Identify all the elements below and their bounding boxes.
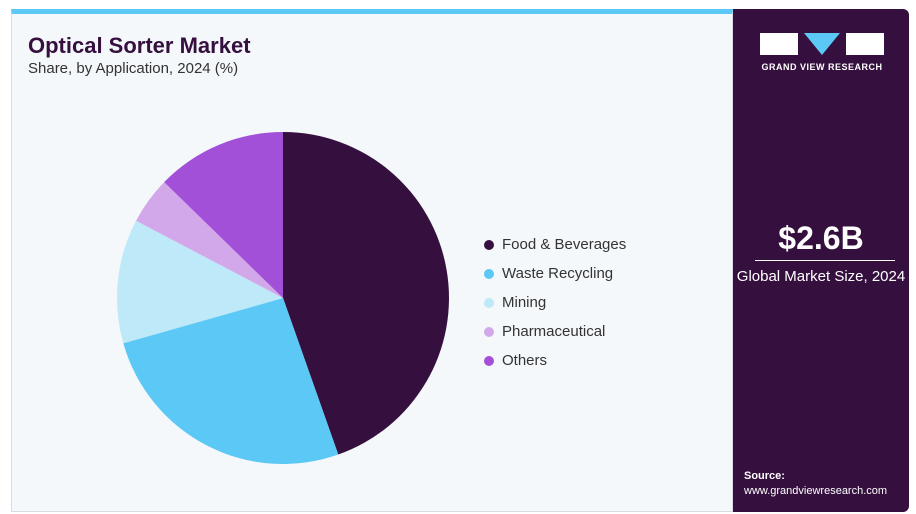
legend-dot-icon bbox=[484, 326, 494, 337]
pie-slice-waste-recycling bbox=[123, 298, 339, 464]
gvr-logo-icon bbox=[760, 33, 884, 55]
divider bbox=[755, 260, 895, 261]
market-size: $2.6B bbox=[778, 220, 864, 256]
brand-name: GRAND VIEW RESEARCH bbox=[761, 62, 883, 72]
pie-slice-pharmaceutical bbox=[136, 182, 283, 298]
legend-item: Waste Recycling bbox=[484, 259, 626, 288]
legend-dot-icon bbox=[484, 268, 494, 279]
legend-label: Waste Recycling bbox=[502, 265, 614, 282]
legend-item: Mining bbox=[484, 288, 626, 317]
pie-slice-food-beverages bbox=[283, 132, 449, 455]
legend-label: Others bbox=[502, 352, 548, 369]
chart-subtitle: Share, by Application, 2024 (%) bbox=[28, 60, 239, 77]
legend-dot-icon bbox=[484, 355, 494, 366]
legend-item: Others bbox=[484, 346, 626, 375]
legend: Food & Beverages Waste Recycling Mining Pha… bbox=[484, 230, 626, 375]
legend-item: Food & Beverages bbox=[484, 230, 626, 259]
market-size-label: Global Market Size, 2024 bbox=[736, 268, 906, 285]
legend-label: Mining bbox=[502, 294, 547, 311]
legend-dot-icon bbox=[484, 297, 494, 308]
legend-label: Pharmaceutical bbox=[502, 323, 606, 340]
source-label: Source: bbox=[744, 470, 785, 482]
source-url[interactable]: www.grandviewresearch.com bbox=[744, 485, 888, 497]
pie-chart bbox=[116, 132, 449, 464]
legend-label: Food & Beverages bbox=[502, 236, 627, 253]
pie-slice-others bbox=[164, 132, 283, 298]
legend-item: Pharmaceutical bbox=[484, 317, 626, 346]
legend-dot-icon bbox=[484, 239, 494, 250]
chart-title: Optical Sorter Market bbox=[28, 33, 251, 58]
pie-slice-mining bbox=[116, 220, 283, 344]
